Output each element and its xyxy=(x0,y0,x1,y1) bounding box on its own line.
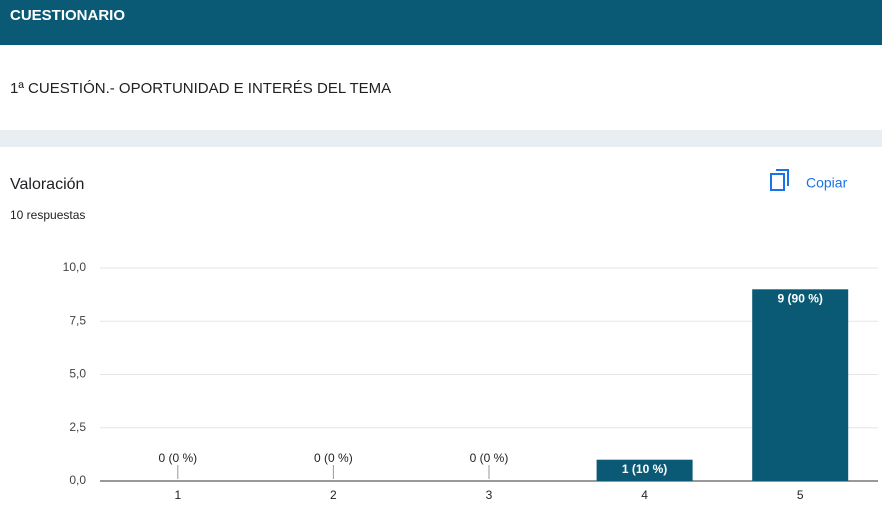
x-tick-label: 5 xyxy=(797,488,804,502)
card-title: Valoración xyxy=(10,176,84,193)
header-bar xyxy=(0,0,882,45)
y-tick-label: 5,0 xyxy=(69,367,86,381)
value-label: 0 (0 %) xyxy=(158,451,197,465)
question-title: 1ª CUESTIÓN.- OPORTUNIDAD E INTERÉS DEL … xyxy=(10,80,391,97)
copy-button[interactable]: Copiar xyxy=(770,169,848,191)
x-tick-label: 4 xyxy=(641,488,648,502)
y-tick-label: 10,0 xyxy=(63,260,87,274)
y-tick-label: 0,0 xyxy=(69,473,86,487)
separator xyxy=(0,130,882,147)
response-count: 10 respuestas xyxy=(10,208,85,222)
value-label: 1 (10 %) xyxy=(622,462,667,476)
x-tick-label: 3 xyxy=(486,488,493,502)
x-tick-label: 1 xyxy=(174,488,181,502)
copy-label: Copiar xyxy=(806,175,848,191)
copy-icon xyxy=(776,169,789,186)
header-title: CUESTIONARIO xyxy=(10,7,125,24)
bar xyxy=(752,289,849,481)
copy-icon xyxy=(770,173,785,191)
value-label: 9 (90 %) xyxy=(778,291,823,305)
y-tick-label: 2,5 xyxy=(69,420,86,434)
y-tick-label: 7,5 xyxy=(69,313,86,327)
value-label: 0 (0 %) xyxy=(470,451,509,465)
value-label: 0 (0 %) xyxy=(314,451,353,465)
bar xyxy=(596,459,693,481)
x-tick-label: 2 xyxy=(330,488,337,502)
